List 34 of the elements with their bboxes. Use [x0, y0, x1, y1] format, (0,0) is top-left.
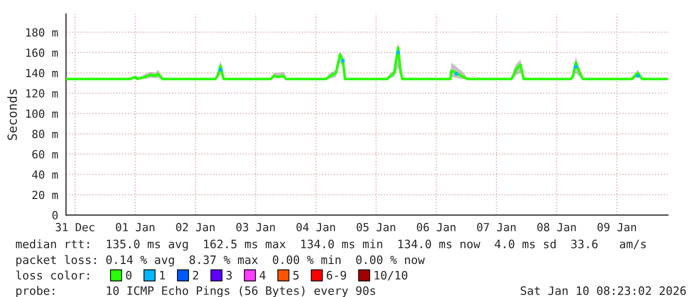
- text: Sat Jan 10 08:23:02 2026: [520, 286, 686, 296]
- x-tick-label: 09 Jan: [598, 222, 636, 232]
- legend-label: 3: [226, 270, 232, 280]
- x-tick-label: 04 Jan: [296, 222, 335, 232]
- legend-label: 1: [160, 271, 165, 280]
- y-tick-label: 60 m: [32, 150, 58, 159]
- legend-label: 2: [193, 270, 198, 280]
- y-tick-label: 160 m: [26, 48, 58, 57]
- x-tick-label: 01 Jan: [116, 222, 154, 232]
- y-tick-label: 20 m: [32, 190, 58, 200]
- y-axis-title: Seconds: [7, 89, 17, 140]
- x-tick-label: 02 Jan: [176, 222, 215, 232]
- legend-label: 6-9: [326, 270, 346, 280]
- y-tick-label: 40 m: [32, 170, 58, 179]
- text: median rtt: 135.0 ms avg 162.5 ms max 134.0 ms min 134.0 ms now 4.0 ms sd 33.6 am/s: [16, 239, 646, 251]
- y-tick-label: 140 m: [26, 68, 58, 78]
- x-tick-label: 07 Jan: [477, 222, 516, 232]
- text: packet loss: 0.14 % avg 8.37 % max 0.00 % min 0.00 % now: [16, 255, 425, 266]
- legend-label: 4: [260, 271, 266, 280]
- legend-label: 5: [293, 271, 299, 280]
- x-tick-label: 06 Jan: [416, 222, 456, 232]
- x-tick-label: 03 Jan: [236, 222, 275, 232]
- legend-label: 10/10: [374, 270, 408, 280]
- legend-label: 0: [126, 270, 132, 280]
- y-tick-label: 100 m: [26, 109, 58, 118]
- y-tick-label: 120 m: [26, 89, 58, 98]
- y-tick-label: 80 m: [32, 130, 58, 138]
- text: probe: 10 ICMP Echo Pings (56 Bytes) every 90s: [16, 286, 376, 297]
- legend-title: loss color:: [16, 270, 89, 280]
- y-tick-label: 0: [52, 211, 58, 220]
- x-tick-label: 31 Dec: [56, 222, 94, 232]
- x-tick-label: 08 Jan: [537, 222, 576, 232]
- x-tick-label: 05 Jan: [356, 222, 396, 232]
- y-tick-label: 180 m: [26, 28, 58, 37]
